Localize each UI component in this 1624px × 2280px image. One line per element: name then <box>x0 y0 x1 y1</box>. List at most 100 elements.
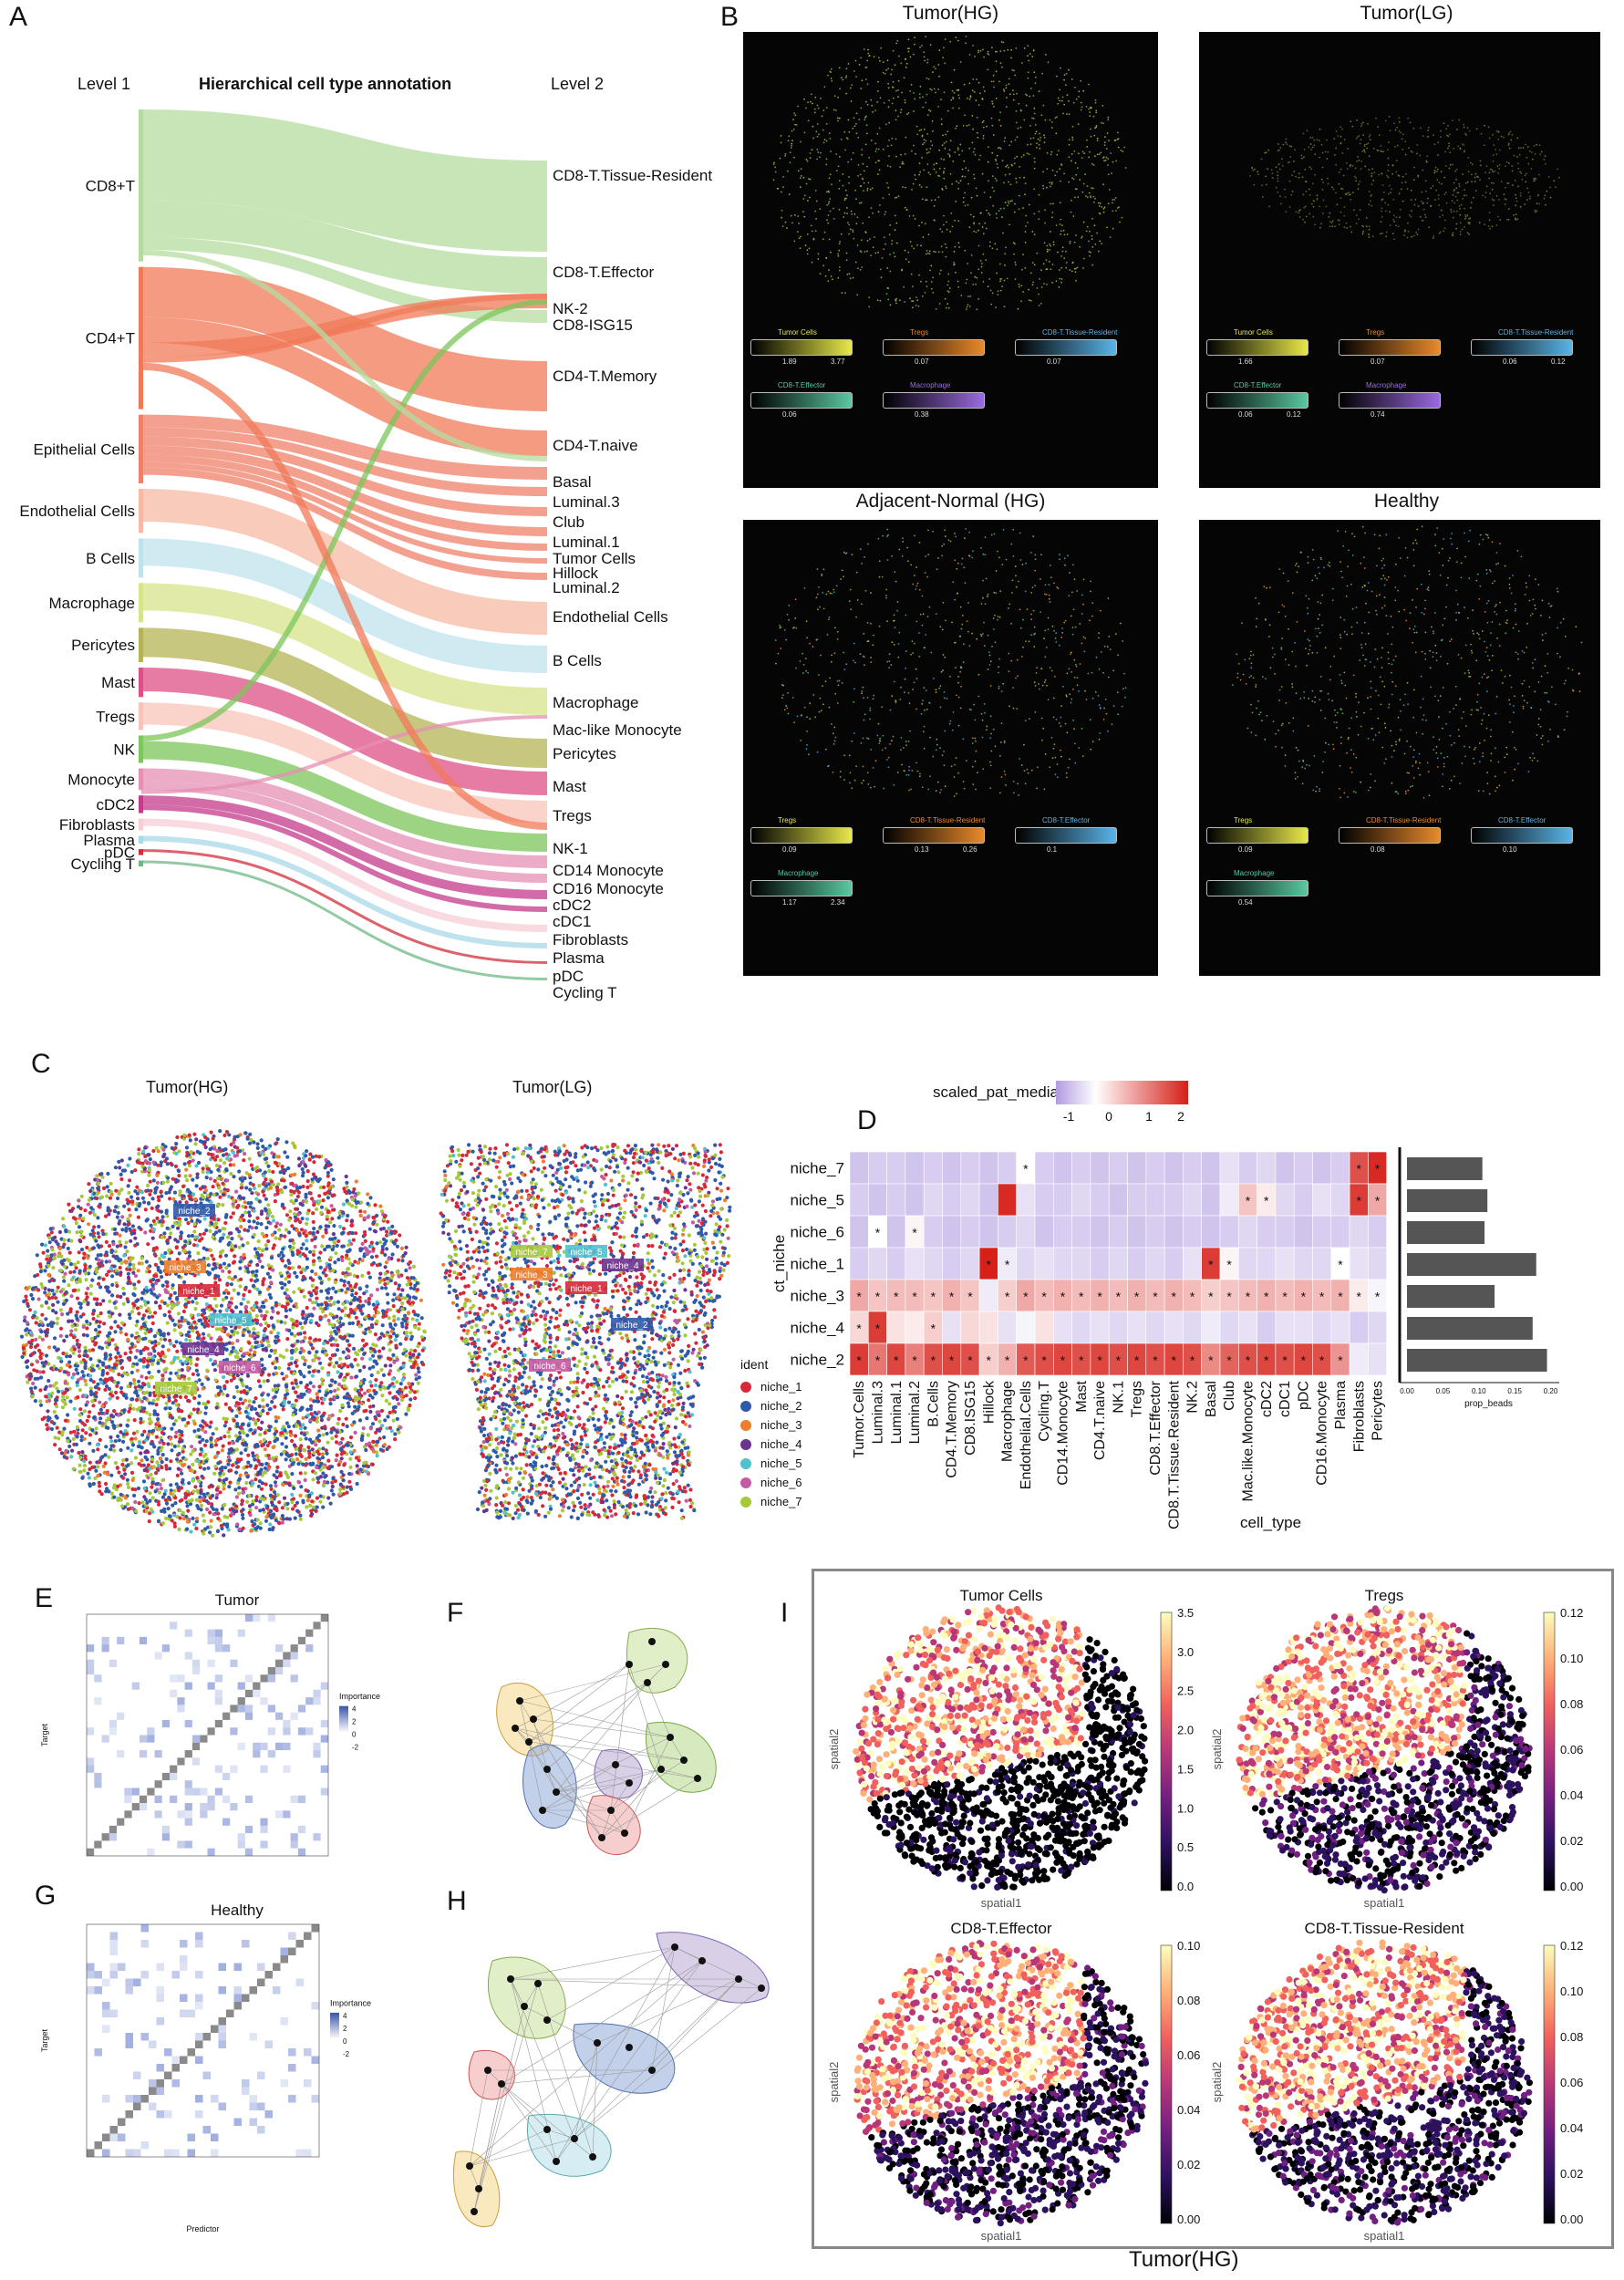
map-dot <box>1438 204 1440 206</box>
map-dot <box>1495 563 1497 565</box>
map-dot <box>915 762 917 764</box>
map-dot <box>982 579 984 582</box>
map-dot <box>786 227 788 230</box>
map-dot <box>808 247 811 250</box>
map-dot <box>1102 156 1105 159</box>
niche-dot <box>288 1308 293 1312</box>
map-dot <box>1095 109 1098 112</box>
map-dot <box>843 779 845 781</box>
map-dot <box>861 563 863 565</box>
map-dot <box>856 244 859 246</box>
map-dot <box>895 155 897 158</box>
map-dot <box>1298 216 1301 218</box>
niche-dot <box>352 1187 357 1192</box>
map-dot <box>1371 175 1373 177</box>
map-dot <box>808 753 810 755</box>
niche-dot <box>224 1266 229 1270</box>
map-dot <box>1058 269 1060 271</box>
map-dot <box>869 718 871 720</box>
map-dot <box>853 237 855 240</box>
map-dot <box>1508 583 1511 586</box>
map-dot <box>1439 575 1442 576</box>
map-dot <box>1422 796 1425 799</box>
map-dot <box>1308 698 1309 700</box>
map-dot <box>1088 83 1090 86</box>
map-dot <box>967 170 969 171</box>
map-dot <box>907 251 910 254</box>
niche-dot <box>112 1448 117 1453</box>
map-dot <box>831 80 833 82</box>
map-dot <box>891 641 894 644</box>
map-dot <box>980 272 983 274</box>
map-dot <box>944 243 946 245</box>
map-dot <box>968 147 971 150</box>
map-dot <box>915 678 918 679</box>
map-dot <box>946 698 948 700</box>
map-dot <box>1435 751 1438 754</box>
map-dot <box>1391 164 1394 166</box>
map-dot <box>944 62 946 65</box>
map-dot <box>876 101 878 103</box>
map-dot <box>1333 138 1336 140</box>
map-dot <box>1277 163 1280 166</box>
map-dot <box>923 687 926 689</box>
map-dot <box>912 182 915 185</box>
map-dot <box>878 169 881 171</box>
map-dot <box>1410 210 1412 212</box>
map-dot <box>1504 203 1506 205</box>
niche-dot <box>305 1407 310 1412</box>
map-dot <box>1103 160 1105 162</box>
map-dot <box>1018 208 1020 211</box>
map-dot <box>1518 153 1521 156</box>
map-dot <box>866 165 868 168</box>
map-dot <box>844 149 846 151</box>
niche-dot <box>367 1330 372 1334</box>
map-dot <box>835 109 837 111</box>
map-dot <box>831 723 833 725</box>
map-dot <box>955 201 957 202</box>
map-dot <box>812 646 814 648</box>
map-dot <box>997 290 999 293</box>
map-dot <box>833 591 835 594</box>
map-dot <box>963 643 965 646</box>
map-dot <box>1544 665 1546 668</box>
map-dot <box>978 159 980 161</box>
map-dot <box>1447 576 1449 579</box>
map-dot <box>1404 546 1407 549</box>
niche-dot <box>172 1444 177 1449</box>
map-dot <box>1302 193 1305 196</box>
map-dot <box>1420 127 1422 130</box>
map-dot <box>1261 196 1264 198</box>
map-dot <box>998 556 1000 559</box>
niche-dot <box>170 1306 174 1311</box>
map-dot <box>792 627 794 629</box>
map-dot <box>1455 589 1457 592</box>
map-dot <box>1306 606 1309 609</box>
colorbar-tick: 0.54 <box>1238 898 1253 907</box>
map-dot <box>1055 132 1058 135</box>
map-dot <box>1033 157 1036 160</box>
map-dot <box>1530 707 1532 709</box>
map-dot <box>1557 736 1559 738</box>
map-dot <box>866 697 869 699</box>
map-dot <box>1481 630 1484 632</box>
sankey-node-level1 <box>139 583 143 623</box>
map-dot <box>818 586 820 588</box>
map-dot <box>925 199 926 202</box>
colorbar-label: Macrophage <box>778 869 818 877</box>
map-dot <box>1059 223 1061 225</box>
map-dot <box>1061 627 1063 629</box>
map-dot <box>1512 575 1514 576</box>
map-dot <box>1428 794 1431 797</box>
niche-dot <box>259 1253 264 1258</box>
map-dot <box>1444 219 1446 222</box>
map-dot <box>1397 225 1400 228</box>
map-dot <box>836 702 839 704</box>
map-dot <box>936 568 938 570</box>
map-dot <box>1495 613 1498 616</box>
map-dot <box>964 192 967 194</box>
map-dot <box>1464 672 1466 674</box>
map-dot <box>1562 617 1565 620</box>
map-dot <box>887 186 890 189</box>
spatial-map: Tregs 0.09 CD8-T.Tissue-Resident 0.13 0.26 CD… <box>743 520 1158 976</box>
